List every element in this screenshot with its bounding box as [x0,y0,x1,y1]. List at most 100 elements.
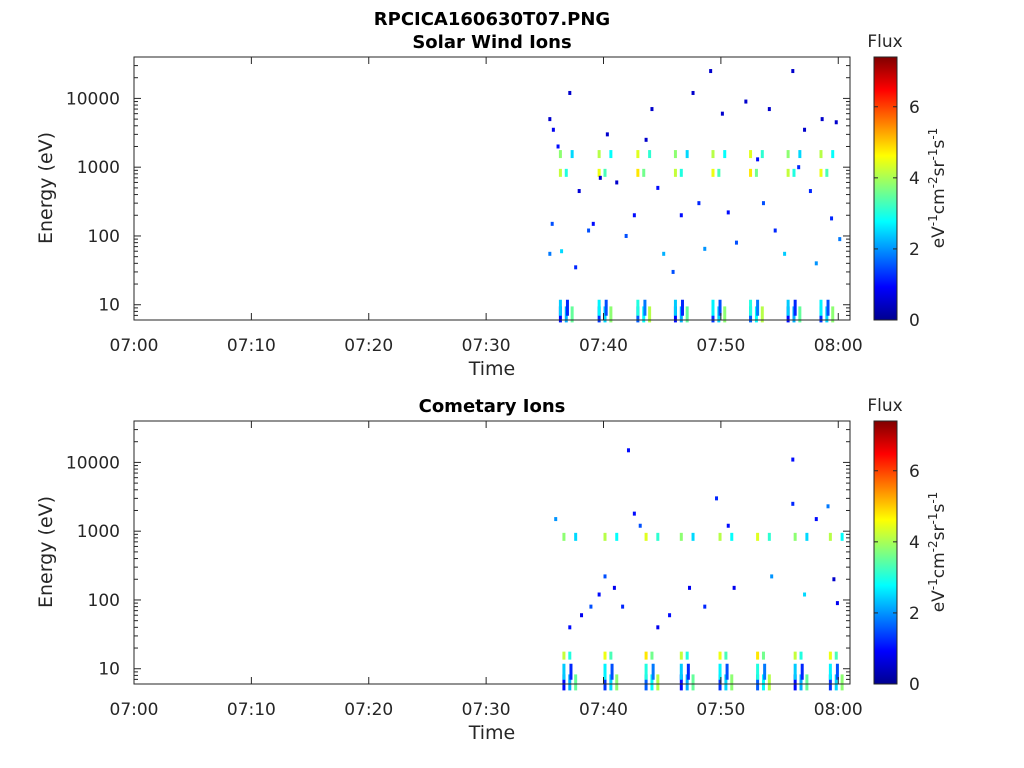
flux-pixel [580,613,584,618]
flux-pixel [554,517,558,522]
flux-cell [767,674,771,691]
flux-cell [786,150,790,159]
flux-pixel [803,592,807,597]
colorbar-tick-label: 0 [909,311,920,331]
flux-pixel [638,523,642,528]
flux-cell [691,532,695,541]
x-tick-label: 07:00 [110,700,159,720]
solar-wind-y-label: Energy (eV) [35,132,57,244]
flux-cell [562,651,566,660]
flux-cell [826,299,830,316]
cometary-x-label: Time [468,722,516,744]
x-tick-label: 07:40 [579,336,628,356]
flux-cell [679,168,683,177]
flux-pixel [591,221,595,226]
flux-pixel [603,574,607,579]
flux-pixel [709,69,713,74]
flux-cell [805,532,809,541]
x-tick-label: 07:20 [344,700,393,720]
flux-cell [800,663,804,680]
x-tick-label: 08:00 [814,336,863,356]
flux-pixel [734,240,738,245]
y-tick-label: 10000 [66,453,120,473]
flux-cell [756,674,760,691]
flux-cell [793,299,797,316]
flux-pixel [556,144,560,149]
flux-cell [673,168,677,177]
flux-cell [603,168,607,177]
flux-cell [723,306,727,323]
flux-cell [723,150,727,159]
x-tick-label: 07:00 [110,336,159,356]
flux-cell [767,532,771,541]
y-tick-label: 1000 [77,158,120,178]
flux-cell [685,306,689,323]
flux-cell [763,663,767,680]
flux-cell [558,299,562,316]
flux-cell [749,150,753,159]
flux-pixel [587,228,591,233]
flux-cell [644,651,648,660]
flux-cell [798,150,802,159]
flux-cell [828,532,832,541]
flux-pixel [621,604,625,609]
flux-pixel [574,265,578,270]
flux-pixel [767,107,771,112]
flux-cell [819,150,823,159]
y-tick-label: 100 [88,227,120,247]
flux-pixel [624,233,628,238]
flux-cell [760,306,764,323]
flux-pixel [597,592,601,597]
solar-wind-panel: Solar Wind Ions Time Energy (eV) Flux eV… [35,32,949,380]
flux-cell [834,674,838,691]
flux-pixel [668,613,672,618]
flux-pixel [703,246,707,251]
flux-cell [603,651,607,660]
flux-cell [565,299,569,316]
flux-cell [711,168,715,177]
flux-cell [711,299,715,316]
flux-cell [648,306,652,323]
flux-cell [679,663,683,680]
flux-cell [558,150,562,159]
flux-cell [828,674,832,691]
flux-cell [819,299,823,316]
y-tick-label: 10 [98,296,120,316]
y-tick-label: 100 [88,591,120,611]
colorbar [873,420,898,685]
flux-cell [558,168,562,177]
plot-frame [133,420,851,685]
flux-cell [636,299,640,316]
data-marks [554,448,844,691]
flux-cell [644,663,648,680]
flux-cell [615,532,619,541]
flux-cell [650,651,654,660]
flux-cell [603,532,607,541]
flux-pixel [662,251,666,256]
flux-cell [717,168,721,177]
flux-pixel [548,251,552,256]
colorbar [873,56,898,321]
flux-pixel [632,213,636,218]
flux-pixel [697,201,701,206]
flux-cell [828,651,832,660]
flux-cell [786,299,790,316]
flux-cell [756,299,760,316]
flux-pixel [838,237,842,242]
flux-cell [835,663,839,680]
flux-pixel [726,210,730,215]
flux-cell [761,651,765,660]
flux-cell [673,150,677,159]
flux-cell [792,168,796,177]
flux-pixel [720,111,724,116]
flux-cell [562,674,566,691]
flux-cell [650,674,654,691]
flux-pixel [820,117,824,122]
flux-cell [730,532,734,541]
x-tick-label: 07:40 [579,700,628,720]
flux-pixel [632,511,636,516]
flux-cell [756,651,760,660]
flux-pixel [688,585,692,590]
x-tick-label: 08:00 [814,700,863,720]
flux-pixel [814,261,818,266]
